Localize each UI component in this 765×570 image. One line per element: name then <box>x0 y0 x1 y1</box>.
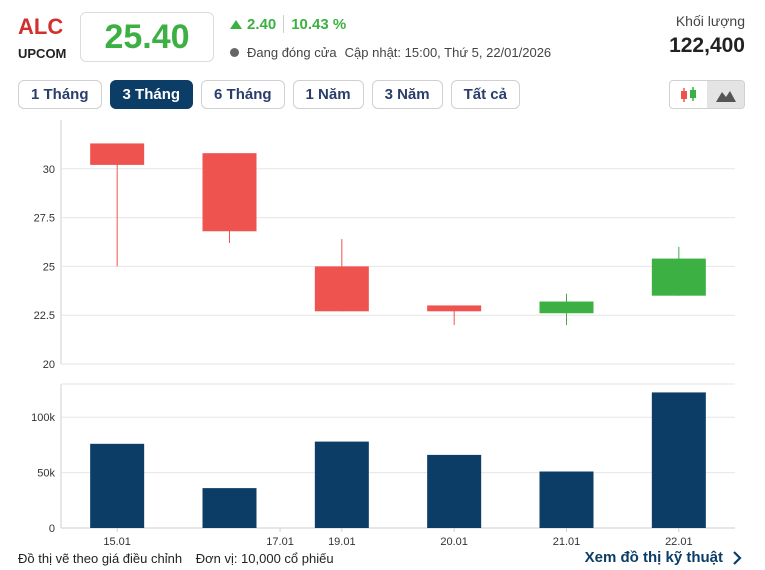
market-status: Đang đóng cửa Cập nhật: 15:00, Thứ 5, 22… <box>230 45 551 60</box>
chevron-right-icon <box>733 550 742 565</box>
price-tick-label: 30 <box>43 164 55 176</box>
chart-y-axis-labels: 30 27.5 25 22.5 20 100k 50k 0 <box>31 164 55 535</box>
change-percent: 10.43 % <box>291 15 347 33</box>
tab-3-years[interactable]: 3 Năm <box>371 80 443 109</box>
price-change: 2.40 10.43 % <box>230 15 346 33</box>
tab-1-year[interactable]: 1 Năm <box>292 80 364 109</box>
volume-tick-label: 0 <box>49 523 55 535</box>
volume-tick-label: 50k <box>37 468 55 480</box>
candle-body <box>202 153 257 232</box>
area-view-button[interactable] <box>707 81 744 108</box>
tab-all[interactable]: Tất cả <box>450 80 520 109</box>
exchange-label: UPCOM <box>18 46 67 61</box>
candlestick-icon <box>680 86 696 102</box>
current-price: 25.40 <box>80 12 214 62</box>
change-value: 2.40 <box>247 15 277 33</box>
candle-body <box>314 266 369 312</box>
price-tick-label: 22.5 <box>34 310 55 322</box>
candle-body <box>651 258 706 296</box>
status-text: Đang đóng cửa <box>247 45 337 60</box>
chart-gridlines <box>60 120 735 529</box>
volume-value: 122,400 <box>669 34 745 57</box>
chart-notes: Đồ thị vẽ theo giá điều chỉnh Đơn vị: 10… <box>18 551 334 566</box>
technical-chart-link-label: Xem đồ thị kỹ thuật <box>584 549 723 566</box>
period-tabs: 1 Tháng 3 Tháng 6 Tháng 1 Năm 3 Năm Tất … <box>18 80 520 109</box>
x-tick-label: 15.01 <box>103 536 131 548</box>
price-tick-label: 20 <box>43 359 55 371</box>
price-tick-label: 25 <box>43 261 55 273</box>
updated-time: Cập nhật: 15:00, Thứ 5, 22/01/2026 <box>344 45 552 60</box>
status-dot-icon <box>230 48 239 57</box>
volume-series <box>90 392 706 528</box>
x-tick-label: 17.01 <box>266 536 294 548</box>
divider <box>283 15 285 33</box>
volume-bar <box>539 471 594 528</box>
price-tick-label: 27.5 <box>34 213 55 225</box>
mountain-icon <box>715 90 736 102</box>
volume-tick-label: 100k <box>31 412 55 424</box>
chart-type-toggle <box>669 80 745 109</box>
tab-6-months[interactable]: 6 Tháng <box>201 80 285 109</box>
unit-note: Đơn vị: 10,000 cổ phiếu <box>195 551 334 566</box>
up-arrow-icon <box>230 19 242 29</box>
tab-1-month[interactable]: 1 Tháng <box>18 80 102 109</box>
candlestick-series <box>90 143 706 325</box>
volume-bar <box>314 441 369 528</box>
volume-bar <box>202 488 257 528</box>
volume-bar <box>90 443 145 528</box>
chart-x-axis-labels: 15.01 17.01 19.01 20.01 21.01 22.01 <box>103 528 693 548</box>
tab-3-months[interactable]: 3 Tháng <box>109 80 194 109</box>
volume-bar <box>427 454 482 528</box>
candle-body <box>90 143 145 165</box>
candle-body <box>539 301 594 314</box>
volume-label: Khối lượng <box>675 13 745 29</box>
candle-body <box>427 305 482 312</box>
x-tick-label: 19.01 <box>328 536 356 548</box>
candlestick-view-button[interactable] <box>670 81 707 108</box>
volume-bar <box>651 392 706 528</box>
ticker-symbol: ALC <box>18 14 64 39</box>
technical-chart-link[interactable]: Xem đồ thị kỹ thuật <box>585 549 745 566</box>
x-tick-label: 20.01 <box>440 536 468 548</box>
adjusted-price-note: Đồ thị vẽ theo giá điều chỉnh <box>18 551 183 566</box>
x-tick-label: 22.01 <box>665 536 693 548</box>
x-tick-label: 21.01 <box>553 536 581 548</box>
